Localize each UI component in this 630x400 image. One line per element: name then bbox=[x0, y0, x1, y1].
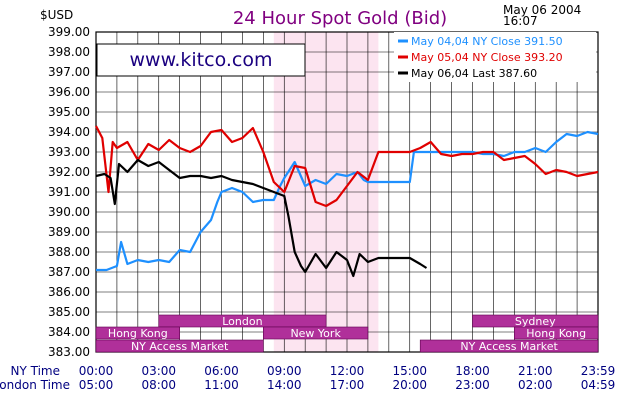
session-bar bbox=[95, 339, 264, 353]
chart-time: 16:07 bbox=[503, 14, 538, 28]
chart-title: 24 Hour Spot Gold (Bid) bbox=[233, 8, 447, 29]
x-tick-ny: 12:00 bbox=[330, 364, 365, 378]
session-label: Hong Kong bbox=[526, 327, 586, 340]
x-tick-ny: 00:00 bbox=[79, 364, 114, 378]
y-axis-unit: $USD bbox=[40, 8, 73, 22]
y-tick-label: 384.00 bbox=[48, 325, 90, 339]
legend-entry: May 05,04 NY Close 393.20 bbox=[411, 51, 563, 64]
x-tick-london: 11:00 bbox=[204, 378, 239, 392]
x-tick-london: 17:00 bbox=[330, 378, 365, 392]
session-label: Sydney bbox=[515, 315, 556, 328]
y-tick-label: 393.00 bbox=[48, 145, 90, 159]
website-label[interactable]: www.kitco.com bbox=[129, 49, 272, 71]
y-tick-label: 395.00 bbox=[48, 105, 90, 119]
x-tick-london: 02:00 bbox=[518, 378, 553, 392]
y-tick-label: 398.00 bbox=[48, 45, 90, 59]
x-tick-london: 08:00 bbox=[141, 378, 176, 392]
london-time-label: London Time bbox=[0, 378, 70, 392]
y-tick-label: 392.00 bbox=[48, 165, 90, 179]
x-tick-ny: 09:00 bbox=[267, 364, 302, 378]
y-tick-label: 396.00 bbox=[48, 85, 90, 99]
y-tick-label: 397.00 bbox=[48, 65, 90, 79]
y-tick-label: 385.00 bbox=[48, 305, 90, 319]
plot-border bbox=[95, 31, 599, 353]
x-tick-london: 05:00 bbox=[79, 378, 114, 392]
session-label: Hong Kong bbox=[108, 327, 168, 340]
series-line-black bbox=[95, 158, 428, 278]
price-series bbox=[95, 125, 599, 278]
legend-entry: May 06,04 Last 387.60 bbox=[411, 67, 537, 80]
ny-time-label: NY Time bbox=[11, 364, 61, 378]
series-line-blue bbox=[96, 130, 599, 272]
x-tick-london: 14:00 bbox=[267, 378, 302, 392]
x-tick-london: 23:00 bbox=[455, 378, 490, 392]
website-box bbox=[96, 43, 306, 77]
legend-entry: May 04,04 NY Close 391.50 bbox=[411, 35, 563, 48]
x-tick-ny: 21:00 bbox=[518, 364, 553, 378]
x-tick-ny: 03:00 bbox=[141, 364, 176, 378]
legend-box bbox=[394, 32, 596, 82]
x-tick-ny: 18:00 bbox=[455, 364, 490, 378]
y-tick-label: 394.00 bbox=[48, 125, 90, 139]
x-tick-london: 20:00 bbox=[392, 378, 427, 392]
y-tick-label: 387.00 bbox=[48, 265, 90, 279]
x-tick-ny: 23:59 bbox=[581, 364, 616, 378]
session-bar bbox=[263, 326, 369, 340]
y-tick-label: 383.00 bbox=[48, 345, 90, 359]
y-tick-label: 388.00 bbox=[48, 245, 90, 259]
series-line-red bbox=[95, 125, 599, 208]
legend: May 04,04 NY Close 391.50 May 05,04 NY Cl… bbox=[394, 32, 596, 82]
y-axis-ticks: 399.00 398.00 397.00 396.00 395.00 394.00 393.… bbox=[48, 25, 90, 359]
session-bar bbox=[95, 326, 180, 340]
session-label: New York bbox=[290, 327, 341, 340]
x-tick-ny: 06:00 bbox=[204, 364, 239, 378]
y-tick-label: 399.00 bbox=[48, 25, 90, 39]
y-tick-label: 389.00 bbox=[48, 225, 90, 239]
y-tick-label: 391.00 bbox=[48, 185, 90, 199]
x-tick-ny: 15:00 bbox=[392, 364, 427, 378]
session-bar bbox=[158, 314, 327, 328]
session-bar bbox=[514, 326, 599, 340]
chart-date: May 06 2004 bbox=[503, 3, 581, 17]
x-tick-london: 04:59 bbox=[581, 378, 616, 392]
y-tick-label: 386.00 bbox=[48, 285, 90, 299]
session-label: London bbox=[222, 315, 262, 328]
session-label: NY Access Market bbox=[460, 340, 558, 353]
y-tick-label: 390.00 bbox=[48, 205, 90, 219]
session-bar bbox=[419, 339, 599, 353]
session-label: NY Access Market bbox=[131, 340, 229, 353]
